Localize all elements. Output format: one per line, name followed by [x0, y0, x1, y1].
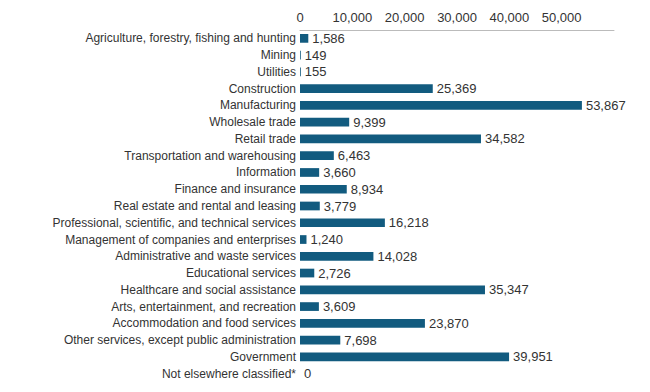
svg-text:3,779: 3,779 [324, 199, 357, 214]
svg-text:Finance and insurance: Finance and insurance [175, 182, 297, 196]
svg-text:Mining: Mining [261, 48, 296, 62]
svg-text:Healthcare and social assistan: Healthcare and social assistance [121, 283, 297, 297]
svg-text:16,218: 16,218 [389, 215, 429, 230]
svg-text:53,867: 53,867 [586, 98, 626, 113]
svg-text:155: 155 [305, 64, 327, 79]
svg-text:3,660: 3,660 [323, 165, 356, 180]
svg-text:Management of companies and en: Management of companies and enterprises [65, 233, 296, 247]
svg-text:Educational services: Educational services [186, 266, 296, 280]
svg-text:0: 0 [304, 366, 311, 381]
svg-text:Other services, except public: Other services, except public administra… [64, 333, 296, 347]
svg-text:Information: Information [236, 165, 296, 179]
svg-text:25,369: 25,369 [437, 81, 477, 96]
svg-text:Agriculture, forestry, fishing: Agriculture, forestry, fishing and hunti… [85, 31, 296, 45]
svg-text:1,240: 1,240 [310, 232, 343, 247]
svg-text:23,870: 23,870 [429, 316, 469, 331]
svg-text:39,951: 39,951 [513, 349, 553, 364]
svg-text:35,347: 35,347 [489, 282, 529, 297]
svg-text:7,698: 7,698 [344, 333, 377, 348]
svg-text:149: 149 [305, 48, 327, 63]
svg-text:Government: Government [230, 350, 297, 364]
svg-text:6,463: 6,463 [338, 148, 371, 163]
svg-text:0: 0 [296, 10, 303, 25]
svg-text:Accommodation and food service: Accommodation and food services [113, 316, 296, 330]
svg-text:Arts, entertainment, and recre: Arts, entertainment, and recreation [111, 300, 296, 314]
svg-text:10,000: 10,000 [332, 10, 372, 25]
svg-text:9,399: 9,399 [353, 115, 386, 130]
svg-text:2,726: 2,726 [318, 266, 351, 281]
svg-text:Retail trade: Retail trade [235, 132, 297, 146]
svg-text:Manufacturing: Manufacturing [220, 98, 296, 112]
svg-text:Transportation and warehousing: Transportation and warehousing [124, 149, 296, 163]
svg-text:20,000: 20,000 [385, 10, 425, 25]
svg-text:14,028: 14,028 [377, 249, 417, 264]
svg-text:Real estate and rental and lea: Real estate and rental and leasing [114, 199, 296, 213]
svg-text:Construction: Construction [229, 82, 296, 96]
svg-text:Not elsewhere classified*: Not elsewhere classified* [162, 367, 296, 381]
svg-text:8,934: 8,934 [351, 182, 384, 197]
svg-text:Wholesale trade: Wholesale trade [209, 115, 296, 129]
svg-text:Administrative and waste servi: Administrative and waste services [115, 249, 296, 263]
svg-text:3,609: 3,609 [323, 299, 356, 314]
svg-text:40,000: 40,000 [489, 10, 529, 25]
svg-text:30,000: 30,000 [437, 10, 477, 25]
svg-text:1,586: 1,586 [312, 31, 345, 46]
svg-text:Utilities: Utilities [257, 65, 296, 79]
svg-text:Professional, scientific, and: Professional, scientific, and technical … [53, 216, 296, 230]
svg-text:50,000: 50,000 [542, 10, 582, 25]
svg-text:34,582: 34,582 [485, 131, 525, 146]
